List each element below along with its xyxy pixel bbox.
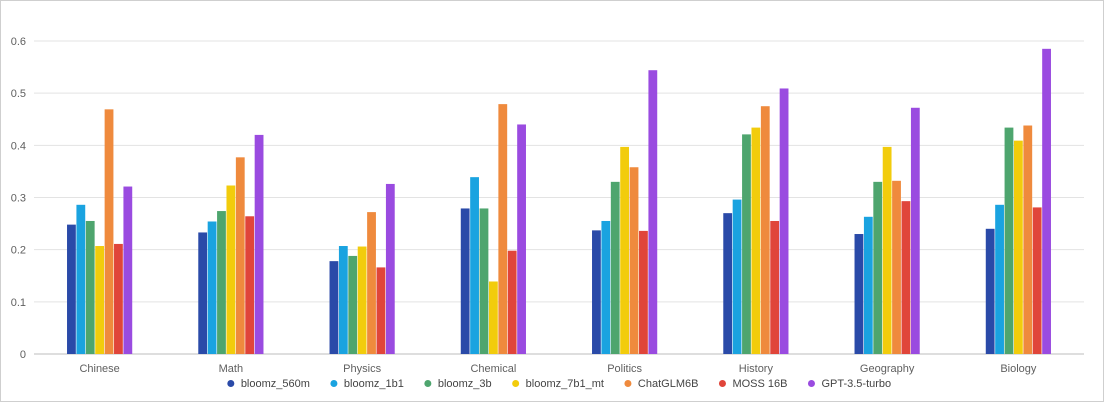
bar-bloomz-3b-biology	[1004, 127, 1014, 354]
bar-bloomz-1b1-math	[207, 221, 217, 354]
bar-chatglm6b-biology	[1023, 125, 1033, 354]
bar-gpt-3-5-turbo-physics	[385, 183, 395, 354]
y-tick-label: 0.1	[11, 297, 26, 309]
bar-moss-16b-chinese	[114, 243, 123, 354]
bar-bloomz-3b-history	[742, 134, 751, 354]
legend-marker	[227, 380, 235, 387]
legend-label: bloomz_1b1	[344, 378, 404, 390]
legend-marker	[624, 380, 632, 387]
bar-bloomz-1b1-physics	[338, 246, 348, 354]
bar-moss-16b-geography	[901, 201, 911, 354]
bar-chatglm6b-physics	[367, 212, 376, 354]
x-tick-label: Chemical	[470, 363, 516, 375]
bar-bloomz-560m-physics	[329, 261, 339, 354]
bar-bloomz-1b1-chemical	[470, 177, 479, 354]
bar-gpt-3-5-turbo-politics	[648, 70, 658, 355]
y-tick-label: 0.5	[11, 88, 26, 100]
bar-chatglm6b-chemical	[498, 104, 508, 354]
legend-label: bloomz_7b1_mt	[526, 378, 604, 390]
bar-bloomz-560m-geography	[854, 234, 864, 354]
legend-marker	[512, 380, 520, 387]
bar-gpt-3-5-turbo-chinese	[123, 186, 133, 354]
bar-bloomz-1b1-geography	[863, 216, 873, 354]
bar-chatglm6b-history	[760, 106, 770, 354]
y-tick-label: 0.4	[11, 140, 26, 152]
y-tick-label: 0	[20, 349, 26, 361]
bar-moss-16b-biology	[1032, 207, 1042, 354]
bar-gpt-3-5-turbo-history	[779, 88, 789, 354]
bar-gpt-3-5-turbo-math	[254, 134, 264, 354]
y-tick-label: 0.3	[11, 193, 26, 205]
bar-bloomz-3b-geography	[873, 181, 883, 354]
legend-marker	[718, 380, 726, 387]
bar-bloomz-7b1-mt-geography	[882, 146, 892, 354]
bar-moss-16b-politics	[639, 230, 648, 354]
y-tick-label: 0.2	[11, 245, 26, 257]
bar-bloomz-1b1-chinese	[76, 204, 86, 354]
bar-bloomz-7b1-mt-politics	[620, 146, 630, 354]
legend-label: bloomz_3b	[438, 378, 492, 390]
bar-bloomz-560m-chemical	[460, 208, 470, 354]
legend-label: bloomz_560m	[241, 378, 310, 390]
bar-bloomz-7b1-mt-chinese	[95, 246, 105, 354]
x-tick-label: Geography	[860, 363, 915, 375]
legend-label: MOSS 16B	[732, 378, 787, 390]
bar-gpt-3-5-turbo-geography	[910, 107, 920, 354]
bar-bloomz-560m-chinese	[67, 224, 76, 354]
legend-marker	[330, 380, 338, 387]
y-tick-label: 0.6	[11, 36, 26, 48]
bar-bloomz-3b-chemical	[479, 208, 489, 354]
bar-bloomz-7b1-mt-physics	[357, 246, 367, 354]
bar-moss-16b-math	[245, 216, 255, 354]
legend-label: ChatGLM6B	[638, 378, 699, 390]
bar-chatglm6b-math	[235, 157, 245, 354]
x-tick-label: History	[739, 363, 774, 375]
bar-bloomz-560m-math	[198, 232, 208, 354]
bar-bloomz-3b-physics	[348, 255, 358, 354]
bar-moss-16b-history	[770, 220, 780, 354]
bar-bloomz-1b1-history	[732, 199, 742, 354]
x-tick-label: Physics	[343, 363, 381, 375]
bar-chatglm6b-politics	[629, 167, 639, 354]
bar-bloomz-1b1-biology	[995, 204, 1004, 354]
legend-label: GPT-3.5-turbo	[821, 378, 891, 390]
bar-chatglm6b-geography	[892, 180, 901, 354]
bar-bloomz-7b1-mt-chemical	[488, 281, 498, 354]
bar-bloomz-3b-politics	[610, 181, 620, 354]
x-tick-label: Math	[219, 363, 243, 375]
bar-bloomz-1b1-politics	[601, 220, 611, 354]
bar-bloomz-3b-math	[217, 211, 226, 354]
bar-bloomz-560m-biology	[985, 228, 995, 354]
bar-chatglm6b-chinese	[104, 109, 114, 354]
bar-bloomz-3b-chinese	[85, 220, 95, 354]
bar-bloomz-7b1-mt-biology	[1013, 140, 1023, 354]
x-tick-label: Politics	[607, 363, 642, 375]
bar-gpt-3-5-turbo-biology	[1042, 48, 1051, 354]
legend-marker	[807, 380, 815, 387]
legend-marker	[424, 380, 432, 387]
bar-bloomz-7b1-mt-history	[751, 127, 761, 354]
bar-moss-16b-chemical	[507, 250, 517, 354]
x-tick-label: Chinese	[79, 363, 119, 375]
bar-moss-16b-physics	[376, 267, 386, 354]
bar-bloomz-560m-politics	[592, 230, 601, 354]
x-tick-label: Biology	[1000, 363, 1037, 375]
bar-bloomz-7b1-mt-math	[226, 185, 236, 354]
bar-gpt-3-5-turbo-chemical	[517, 124, 526, 354]
bar-bloomz-560m-history	[723, 213, 733, 354]
